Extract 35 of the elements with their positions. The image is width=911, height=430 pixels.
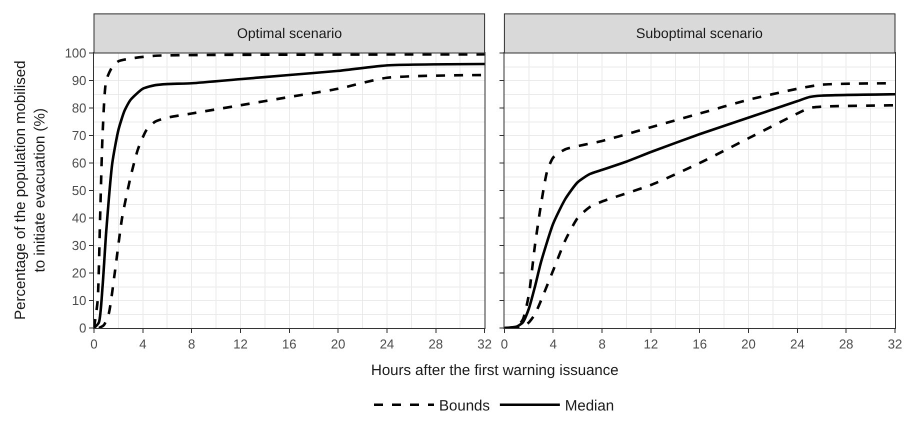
x-tick-label: 12 — [233, 336, 248, 352]
y-tick-label: 10 — [72, 293, 86, 308]
y-tick-label: 60 — [72, 156, 86, 171]
x-tick-label: 0 — [500, 336, 508, 352]
y-tick-label: 50 — [72, 183, 86, 198]
x-tick-label: 16 — [282, 336, 297, 352]
x-tick-label: 28 — [838, 336, 854, 352]
x-tick-label: 24 — [380, 336, 394, 352]
y-tick-label: 40 — [72, 210, 86, 226]
y-axis-title: Percentage of the population mobilised to initiate evacuation (%) — [12, 60, 48, 320]
x-tick-label: 28 — [428, 336, 443, 352]
x-tick-label: 12 — [644, 336, 658, 352]
chart-title: Suboptimal scenario — [636, 25, 764, 41]
y-tick-label: 30 — [72, 238, 86, 254]
x-tick-label: 0 — [90, 336, 98, 352]
x-tick-label: 8 — [598, 336, 606, 352]
x-axis-title: Hours after the first warning issuance — [371, 362, 619, 379]
x-tick-label: 4 — [550, 336, 557, 352]
x-tick-label: 4 — [139, 336, 146, 352]
y-tick-label: 80 — [72, 100, 86, 116]
x-tick-label: 20 — [330, 336, 346, 352]
x-tick-label: 24 — [790, 336, 805, 352]
y-tick-label: 0 — [79, 320, 86, 336]
legend-label: Bounds — [439, 398, 490, 415]
x-tick-label: 20 — [741, 336, 756, 352]
legend-label: Median — [564, 398, 614, 415]
x-tick-label: 32 — [477, 336, 492, 352]
x-tick-label: 8 — [188, 336, 196, 352]
y-tick-label: 90 — [72, 73, 86, 88]
x-tick-label: 32 — [888, 336, 902, 352]
y-tick-label: 70 — [72, 128, 86, 144]
y-tick-label: 20 — [72, 266, 86, 281]
chart-title: Optimal scenario — [237, 25, 342, 41]
y-tick-label: 100 — [64, 46, 86, 61]
x-tick-label: 16 — [692, 336, 707, 352]
